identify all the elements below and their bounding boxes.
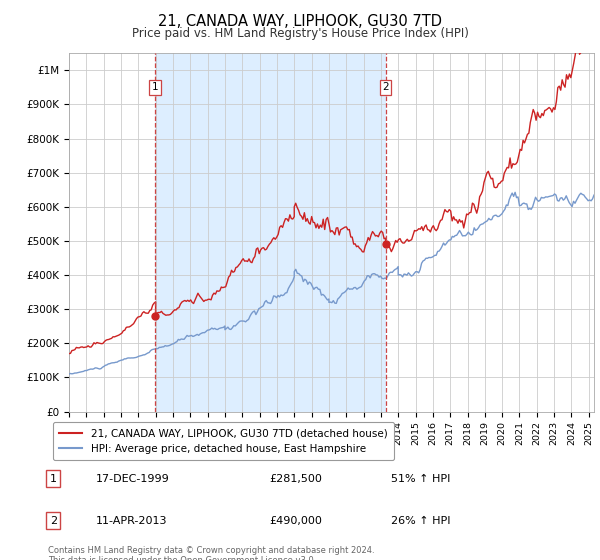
Bar <box>155 53 386 412</box>
Text: 21, CANADA WAY, LIPHOOK, GU30 7TD: 21, CANADA WAY, LIPHOOK, GU30 7TD <box>158 14 442 29</box>
Text: 2: 2 <box>382 82 389 92</box>
Text: £281,500: £281,500 <box>270 474 323 484</box>
Text: Contains HM Land Registry data © Crown copyright and database right 2024.
This d: Contains HM Land Registry data © Crown c… <box>48 546 374 560</box>
Text: £490,000: £490,000 <box>270 516 323 526</box>
Text: 51% ↑ HPI: 51% ↑ HPI <box>391 474 451 484</box>
Text: 1: 1 <box>152 82 158 92</box>
Text: 2: 2 <box>50 516 57 526</box>
Text: 17-DEC-1999: 17-DEC-1999 <box>95 474 169 484</box>
Text: 26% ↑ HPI: 26% ↑ HPI <box>391 516 451 526</box>
Legend: 21, CANADA WAY, LIPHOOK, GU30 7TD (detached house), HPI: Average price, detached: 21, CANADA WAY, LIPHOOK, GU30 7TD (detac… <box>53 422 394 460</box>
Text: 1: 1 <box>50 474 57 484</box>
Text: 11-APR-2013: 11-APR-2013 <box>95 516 167 526</box>
Text: Price paid vs. HM Land Registry's House Price Index (HPI): Price paid vs. HM Land Registry's House … <box>131 27 469 40</box>
